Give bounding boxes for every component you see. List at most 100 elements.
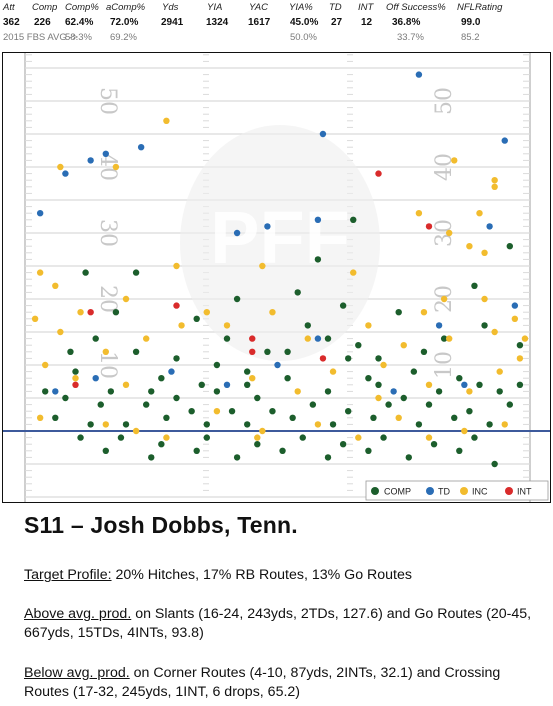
point-comp: [198, 381, 205, 388]
point-inc: [521, 335, 529, 342]
point-inc: [163, 117, 170, 125]
point-comp: [264, 348, 271, 355]
point-comp: [395, 309, 402, 316]
point-inc: [496, 368, 503, 375]
point-inc: [511, 315, 519, 322]
point-inc: [294, 388, 301, 395]
point-inc: [122, 295, 130, 303]
point-td: [87, 157, 94, 164]
point-comp: [324, 335, 332, 342]
point-comp: [102, 447, 110, 454]
point-comp: [491, 460, 498, 468]
point-inc: [516, 355, 524, 362]
point-inc: [481, 249, 488, 256]
point-comp: [375, 355, 382, 362]
stat-header-off-success: Off Success%: [386, 2, 446, 13]
point-inc: [440, 295, 448, 303]
point-comp: [87, 421, 94, 428]
point-comp: [223, 335, 231, 342]
point-inc: [395, 414, 402, 421]
point-inc: [143, 335, 150, 342]
stat-header-att: Att: [3, 2, 15, 13]
point-comp: [365, 447, 372, 454]
point-td: [233, 229, 241, 237]
point-comp: [92, 335, 99, 342]
series-inc: [31, 117, 529, 441]
point-comp: [506, 401, 513, 408]
legend-label-inc: INC: [472, 487, 488, 497]
yard-number-right: 50: [432, 87, 457, 115]
stat-header-yac: YAC: [249, 2, 269, 13]
point-td: [168, 368, 175, 375]
stat-header-comp: Comp: [32, 2, 58, 13]
point-comp: [451, 414, 458, 421]
point-comp: [309, 401, 317, 408]
point-comp: [122, 421, 130, 428]
point-comp: [42, 388, 49, 395]
point-inc: [52, 282, 59, 289]
point-comp: [233, 295, 241, 303]
point-comp: [289, 414, 296, 421]
point-td: [36, 210, 44, 217]
point-inc: [446, 229, 453, 237]
legend-box: [365, 480, 549, 501]
stat-value-int: 12: [361, 17, 373, 28]
stat-avg-comp-pct: 58.3%: [65, 32, 92, 43]
stat-value-yac: 1617: [248, 17, 271, 28]
point-int: [87, 309, 94, 316]
point-int: [425, 223, 433, 230]
watermark-text: PFF: [210, 196, 350, 279]
below-avg-text: on Corner Routes (4-10, 87yds, 2INTs, 32…: [24, 665, 501, 700]
point-inc: [77, 309, 84, 316]
point-comp: [400, 394, 407, 402]
point-int: [249, 348, 256, 355]
point-comp: [284, 375, 291, 382]
legend-swatch-inc: [460, 487, 468, 495]
point-inc: [380, 361, 387, 369]
point-comp: [213, 388, 221, 395]
point-inc: [259, 262, 266, 270]
point-int: [173, 302, 180, 309]
yard-number-right: 30: [432, 219, 457, 247]
point-td: [52, 388, 59, 395]
point-comp: [203, 434, 210, 441]
point-inc: [365, 322, 372, 329]
point-inc: [425, 381, 433, 388]
point-td: [511, 302, 519, 309]
point-comp: [355, 342, 362, 349]
point-comp: [62, 394, 69, 402]
point-comp: [324, 454, 332, 461]
point-comp: [173, 394, 180, 402]
point-inc: [501, 421, 508, 428]
point-comp: [213, 361, 221, 369]
point-inc: [350, 269, 357, 276]
point-comp: [148, 388, 155, 395]
point-comp: [132, 269, 140, 276]
watermark-shape: [180, 125, 380, 361]
stat-value-off-success: 36.8%: [392, 17, 421, 28]
target-profile-label: Target Profile:: [24, 567, 112, 583]
point-comp: [279, 447, 286, 454]
target-profile-paragraph: Target Profile: 20% Hitches, 17% RB Rout…: [24, 566, 544, 585]
point-comp: [471, 282, 478, 289]
point-comp: [304, 322, 311, 329]
point-inc: [223, 322, 231, 329]
point-inc: [466, 243, 473, 250]
point-comp: [188, 408, 195, 415]
point-comp: [466, 408, 473, 415]
series-int: [72, 170, 433, 388]
stat-avg-label: 2015 FBS AVG ->: [3, 32, 79, 43]
point-td: [390, 388, 397, 395]
point-comp: [228, 408, 236, 415]
point-td: [62, 170, 69, 177]
point-comp: [375, 381, 382, 388]
point-td: [223, 381, 231, 388]
point-int: [375, 170, 382, 177]
above-avg-label: Above avg. prod.: [24, 606, 132, 622]
point-inc: [420, 309, 428, 316]
stat-value-acomp-pct: 72.0%: [110, 17, 139, 28]
point-comp: [440, 335, 448, 342]
point-inc: [122, 381, 130, 388]
legend-label-int: INT: [517, 487, 532, 497]
point-inc: [491, 328, 498, 336]
